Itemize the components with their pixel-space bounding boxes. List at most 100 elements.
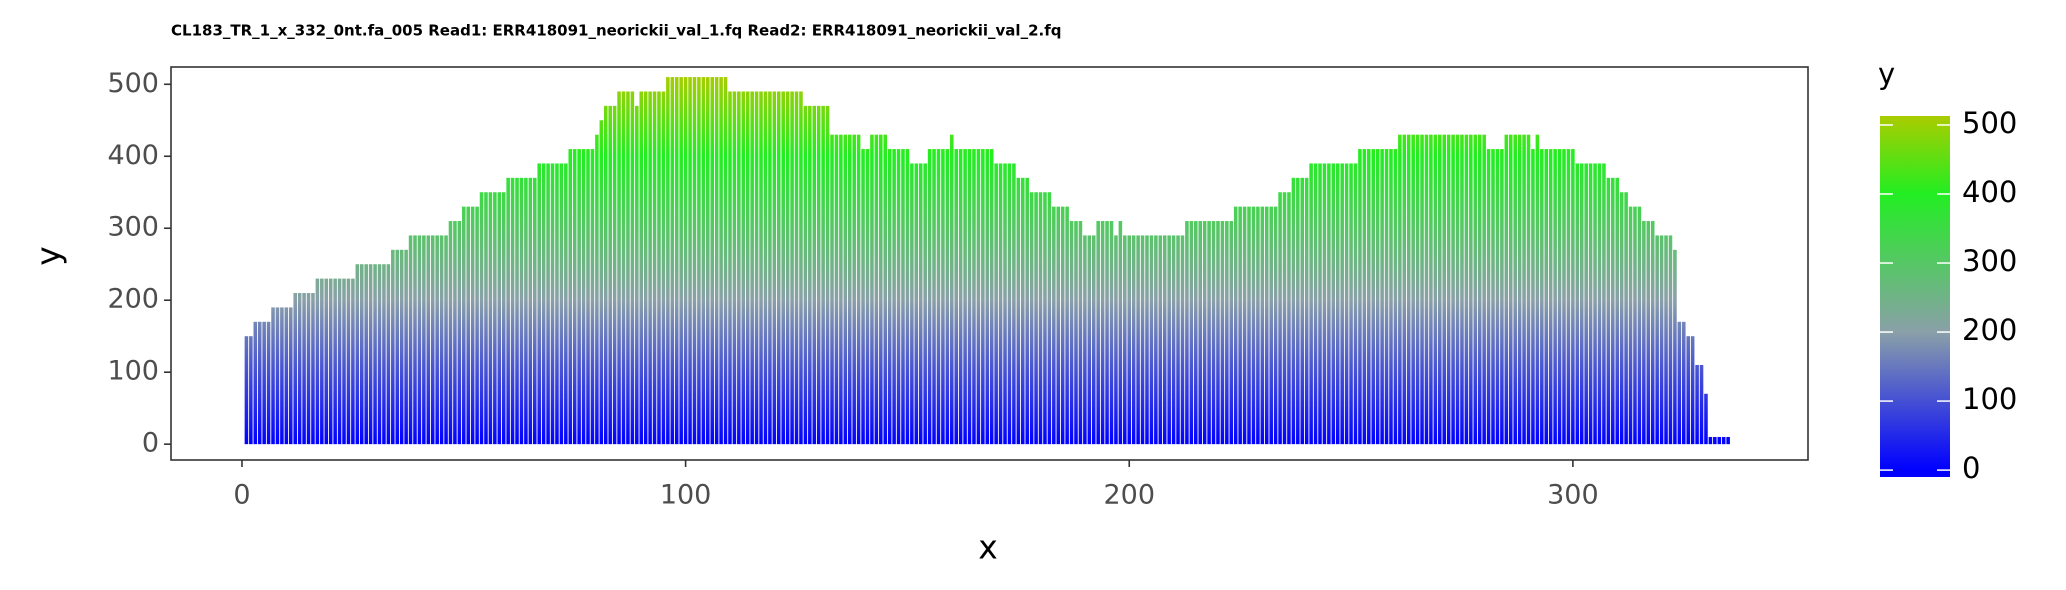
bar [1699,364,1704,445]
bar [967,149,972,445]
bar [1229,221,1234,445]
bar [1690,336,1695,445]
bar [333,278,337,445]
bar [1322,163,1327,445]
bar [834,134,839,445]
bar [1158,235,1163,445]
x-tick-label: 300 [1547,480,1599,511]
bar [1114,235,1118,445]
bar [1442,134,1446,445]
bar [1655,235,1659,445]
bar [856,134,861,445]
bar [479,192,484,445]
bar [683,77,688,445]
bar [577,149,581,445]
bar [635,105,639,445]
bar [1517,134,1522,445]
bar [1446,134,1451,445]
chart-title: CL183_TR_1_x_332_0nt.fa_005 Read1: ERR41… [171,22,1061,40]
bar [998,163,1003,445]
bar [1225,221,1229,445]
bar [564,163,568,445]
bar [546,163,550,445]
bar [253,321,258,445]
bar [1469,134,1473,445]
y-tick-label: 200 [107,284,159,315]
bar [976,149,981,445]
bar [1052,206,1056,445]
bar [1606,177,1611,445]
bar [1233,206,1238,445]
bar [1038,192,1043,445]
bar [861,149,865,445]
bar [1686,336,1690,445]
bar [1438,134,1442,445]
bar [1162,235,1167,445]
bar [1069,221,1074,445]
bar [280,307,284,445]
bar [1167,235,1171,445]
bar [785,91,790,445]
bar [839,134,843,445]
bar [657,91,661,445]
bar [790,91,794,445]
bar [621,91,626,445]
bar [901,149,905,445]
bar [697,77,701,445]
bar [439,235,444,445]
bar [355,264,360,445]
bar [1176,235,1180,445]
bar [1406,134,1411,445]
y-axis-label: y [29,246,68,266]
bar [1251,206,1256,445]
bar [803,105,808,445]
bar [1540,149,1544,445]
bar [728,91,732,445]
bar [1504,134,1509,445]
bar [883,134,888,445]
bar [896,149,901,445]
bar [524,177,528,445]
legend-title: y [1878,57,1895,91]
bar [1491,149,1495,445]
bar [688,77,692,445]
bar [643,91,648,445]
bar [399,249,404,445]
x-tick-label: 100 [660,480,712,511]
bar [1145,235,1149,445]
bar [936,149,941,445]
bar [1562,149,1566,445]
bar [572,149,577,445]
bar [1078,221,1083,445]
bar [670,77,675,445]
bar [1380,149,1384,445]
bar [1180,235,1185,445]
bar [1548,149,1553,445]
bar [595,134,599,445]
y-tick-label: 100 [107,356,159,387]
bar [1131,235,1136,445]
bar [825,105,830,445]
bar [1020,177,1025,445]
bar [359,264,364,445]
bar [1535,134,1540,445]
bar [1704,393,1708,445]
bar [1327,163,1331,445]
bar [603,105,608,445]
bar [417,235,422,445]
bar [1411,134,1415,445]
bar [714,77,719,445]
bar [923,163,927,445]
bar [1309,163,1313,445]
bar [1318,163,1322,445]
bar [1118,221,1123,445]
bar [1486,149,1491,445]
bar [1007,163,1012,445]
bar [289,307,293,445]
bar [1668,235,1673,445]
bar [1642,221,1646,445]
bar [408,235,413,445]
x-tick-label: 0 [233,480,250,511]
bar [1713,436,1717,445]
bar [1335,163,1340,445]
